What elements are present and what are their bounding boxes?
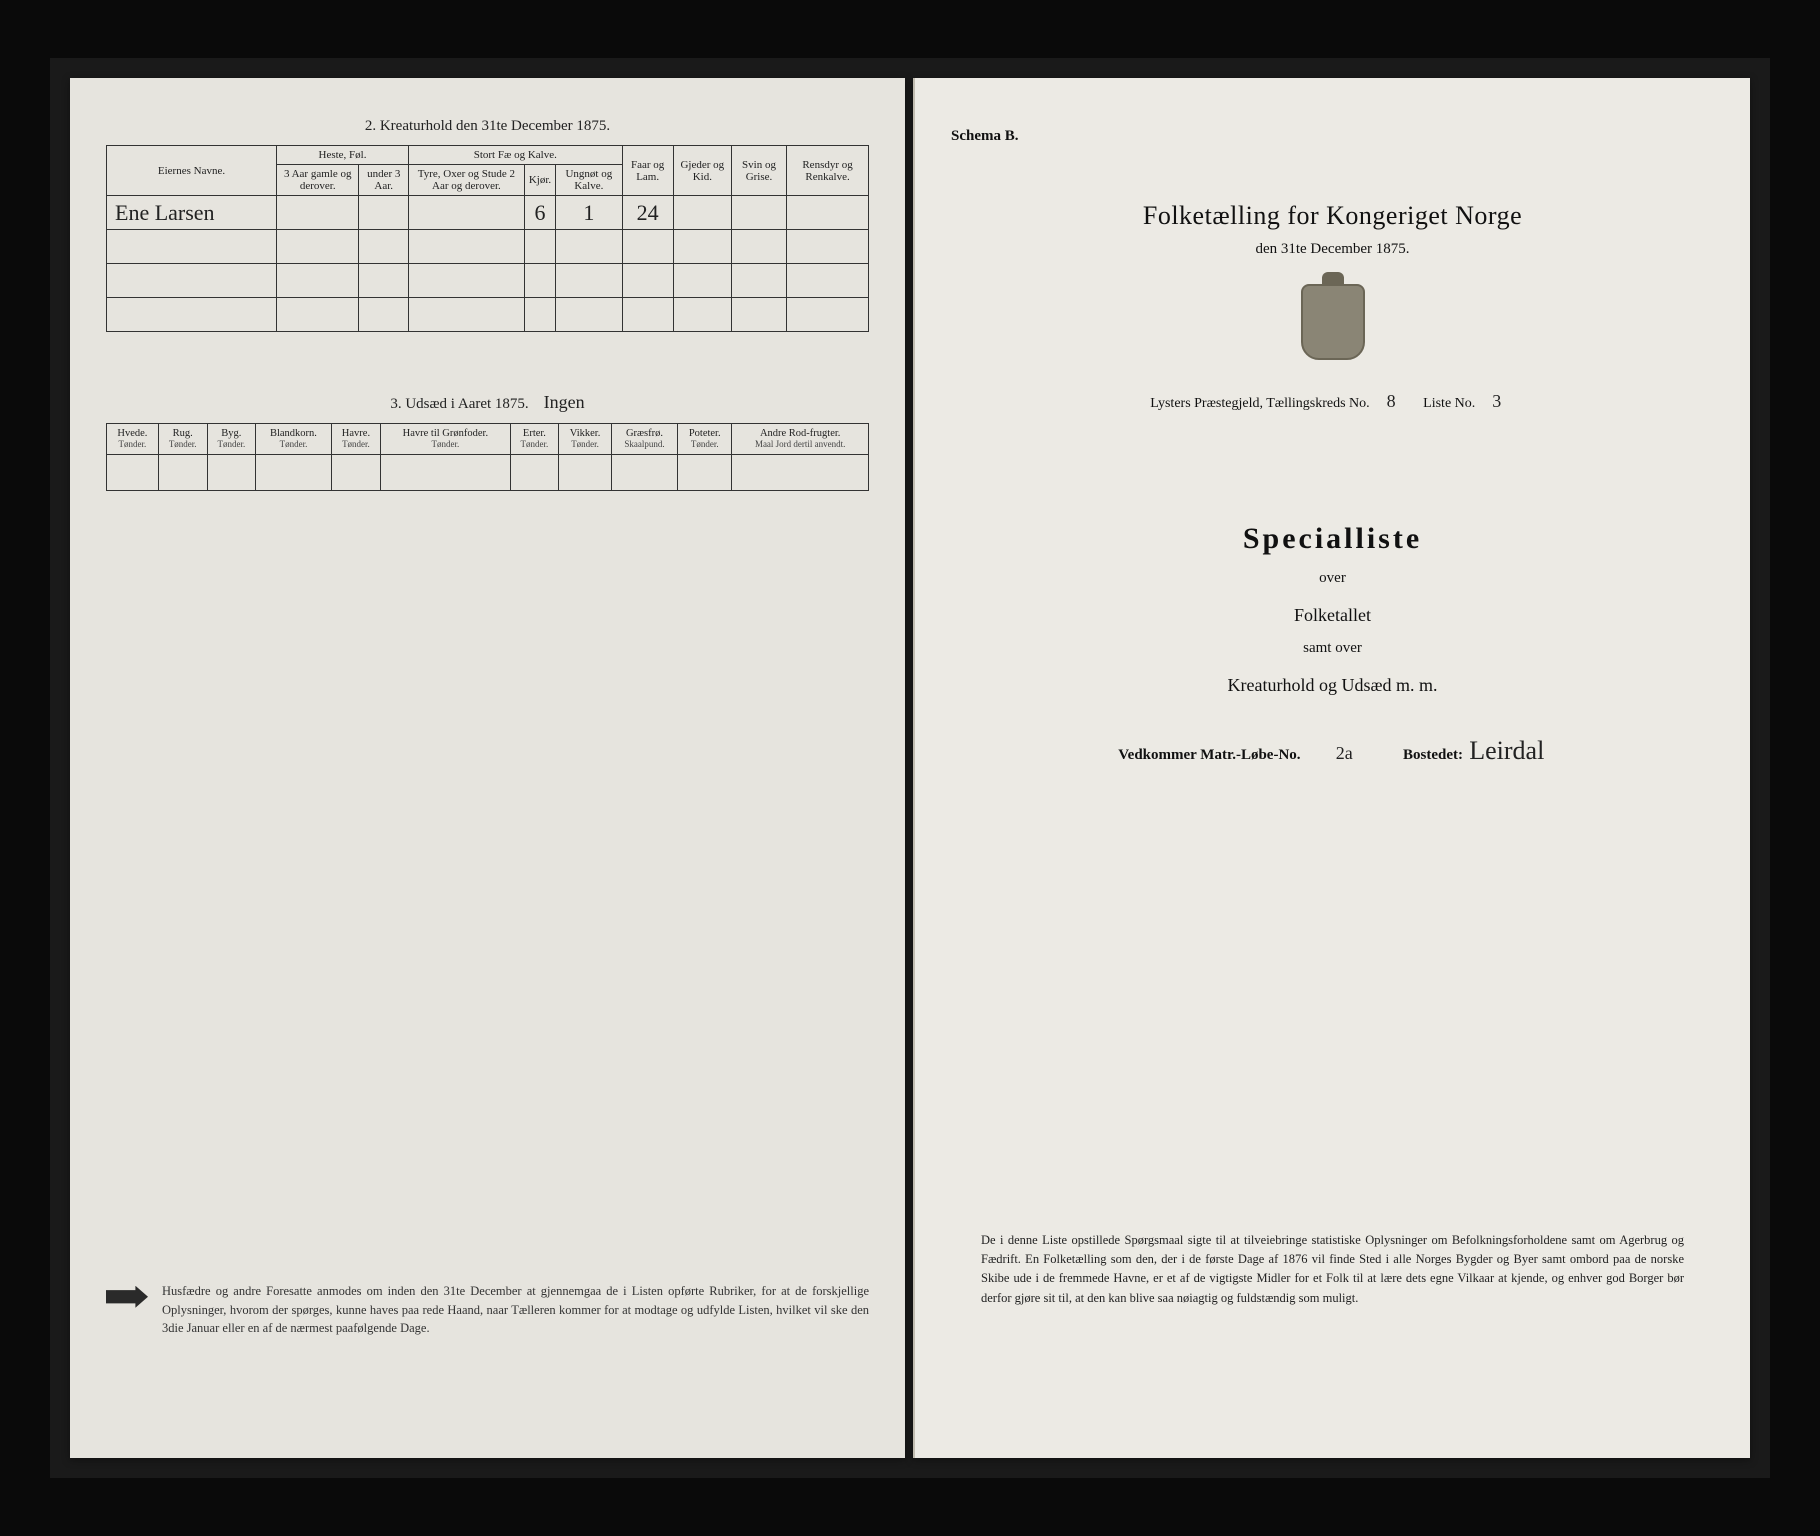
bostedet-value: Leirdal	[1467, 736, 1547, 766]
col-pigs: Svin og Grise.	[731, 146, 786, 196]
table-row	[107, 230, 869, 264]
spacer	[106, 332, 869, 392]
seed-s: Tønder.	[691, 439, 719, 449]
footnote: Husfædre og andre Foresatte anmodes om i…	[106, 1282, 869, 1338]
seed-s: Tønder.	[342, 439, 370, 449]
seed-h: Hvede.	[117, 428, 147, 439]
cell: 24	[622, 196, 673, 230]
liste-no: 3	[1479, 391, 1515, 412]
section-2-title: 2. Kreaturhold den 31te December 1875.	[106, 118, 869, 135]
bostedet-label: Bostedet:	[1403, 747, 1463, 763]
col-horses: Heste, Føl.	[277, 146, 409, 165]
seed-h: Havre til Grønfoder.	[403, 428, 488, 439]
seed-s: Tønder.	[431, 439, 459, 449]
folketallet-label: Folketallet	[951, 605, 1714, 626]
matr-lobe-no: 2a	[1304, 743, 1384, 764]
seed-s: Tønder.	[217, 439, 245, 449]
crest-wrap	[951, 284, 1714, 365]
page-left: 2. Kreaturhold den 31te December 1875. E…	[70, 78, 905, 1458]
seed-col: Hvede.Tønder.	[107, 424, 159, 455]
footnote-text: Husfædre og andre Foresatte anmodes om i…	[162, 1282, 869, 1338]
sub-bulls: Tyre, Oxer og Stude 2 Aar og derover.	[409, 165, 525, 196]
cell	[731, 196, 786, 230]
seed-h: Andre Rod-frugter.	[760, 428, 840, 439]
tellingskreds-no: 8	[1373, 391, 1409, 412]
cell	[409, 196, 525, 230]
seed-col: Rug.Tønder.	[158, 424, 207, 455]
pointer-icon	[106, 1286, 148, 1308]
seed-s: Tønder.	[571, 439, 599, 449]
sub-cows: Kjør.	[524, 165, 555, 196]
seed-col: Havre.Tønder.	[331, 424, 380, 455]
cell	[359, 196, 409, 230]
cell	[277, 196, 359, 230]
vedkommer-line: Vedkommer Matr.-Løbe-No. 2a Bostedet: Le…	[951, 736, 1714, 766]
sub-calves: Ungnøt og Kalve.	[556, 165, 622, 196]
seed-s: Tønder.	[119, 439, 147, 449]
cell	[673, 196, 731, 230]
seed-table: Hvede.Tønder. Rug.Tønder. Byg.Tønder. Bl…	[106, 423, 869, 491]
parish-line: Lysters Præstegjeld, Tællingskreds No. 8…	[951, 391, 1714, 412]
document-spread: 2. Kreaturhold den 31te December 1875. E…	[50, 58, 1770, 1478]
seed-col: Byg.Tønder.	[207, 424, 256, 455]
col-goats: Gjeder og Kid.	[673, 146, 731, 196]
over-label: over	[951, 570, 1714, 587]
liste-label: Liste No.	[1423, 396, 1475, 411]
cell	[787, 196, 869, 230]
owner-name: Ene Larsen	[107, 196, 277, 230]
cell: 6	[524, 196, 555, 230]
section-3-label: 3. Udsæd i Aaret 1875.	[390, 396, 528, 412]
bottom-paragraph: De i denne Liste opstillede Spørgsmaal s…	[951, 1231, 1714, 1309]
table-row	[107, 298, 869, 332]
kreatur-label: Kreaturhold og Udsæd m. m.	[951, 675, 1714, 696]
seed-h: Byg.	[221, 428, 241, 439]
seed-h: Erter.	[523, 428, 546, 439]
seed-col: Blandkorn.Tønder.	[256, 424, 332, 455]
seed-h: Havre.	[342, 428, 370, 439]
seed-col: Poteter.Tønder.	[678, 424, 732, 455]
specialliste-block: Specialliste over Folketallet samt over …	[951, 522, 1714, 696]
census-title: Folketælling for Kongeriget Norge	[951, 201, 1714, 231]
section-3-hand: Ingen	[544, 392, 585, 412]
seed-col: Erter.Tønder.	[510, 424, 559, 455]
samt-label: samt over	[951, 640, 1714, 657]
seed-h: Vikker.	[570, 428, 601, 439]
seed-h: Blandkorn.	[270, 428, 317, 439]
schema-label: Schema B.	[951, 128, 1714, 145]
seed-s: Tønder.	[280, 439, 308, 449]
sub-horse-old: 3 Aar gamle og derover.	[277, 165, 359, 196]
seed-s: Tønder.	[521, 439, 549, 449]
col-owner: Eiernes Navne.	[107, 146, 277, 196]
seed-col: Græsfrø.Skaalpund.	[611, 424, 677, 455]
table-row	[107, 455, 869, 491]
seed-col: Havre til Grønfoder.Tønder.	[381, 424, 510, 455]
section-3-title: 3. Udsæd i Aaret 1875. Ingen	[106, 392, 869, 413]
col-sheep: Faar og Lam.	[622, 146, 673, 196]
col-cattle: Stort Fæ og Kalve.	[409, 146, 623, 165]
table-row: Ene Larsen 6 1 24	[107, 196, 869, 230]
seed-s: Maal Jord dertil anvendt.	[755, 439, 845, 449]
vedkommer-label: Vedkommer Matr.-Løbe-No.	[1118, 747, 1300, 763]
census-subtitle: den 31te December 1875.	[951, 241, 1714, 258]
table-row	[107, 264, 869, 298]
coat-of-arms-icon	[1301, 284, 1365, 360]
specialliste-title: Specialliste	[951, 522, 1714, 556]
livestock-table: Eiernes Navne. Heste, Føl. Stort Fæ og K…	[106, 145, 869, 332]
col-reindeer: Rensdyr og Renkalve.	[787, 146, 869, 196]
page-right: Schema B. Folketælling for Kongeriget No…	[913, 78, 1750, 1458]
seed-s: Skaalpund.	[624, 439, 664, 449]
parish-label-a: Lysters Præstegjeld, Tællingskreds No.	[1150, 396, 1369, 411]
sub-horse-young: under 3 Aar.	[359, 165, 409, 196]
seed-h: Græsfrø.	[626, 428, 663, 439]
seed-h: Poteter.	[689, 428, 721, 439]
seed-col: Andre Rod-frugter.Maal Jord dertil anven…	[732, 424, 869, 455]
cell: 1	[556, 196, 622, 230]
seed-s: Tønder.	[169, 439, 197, 449]
seed-col: Vikker.Tønder.	[559, 424, 612, 455]
seed-h: Rug.	[173, 428, 193, 439]
